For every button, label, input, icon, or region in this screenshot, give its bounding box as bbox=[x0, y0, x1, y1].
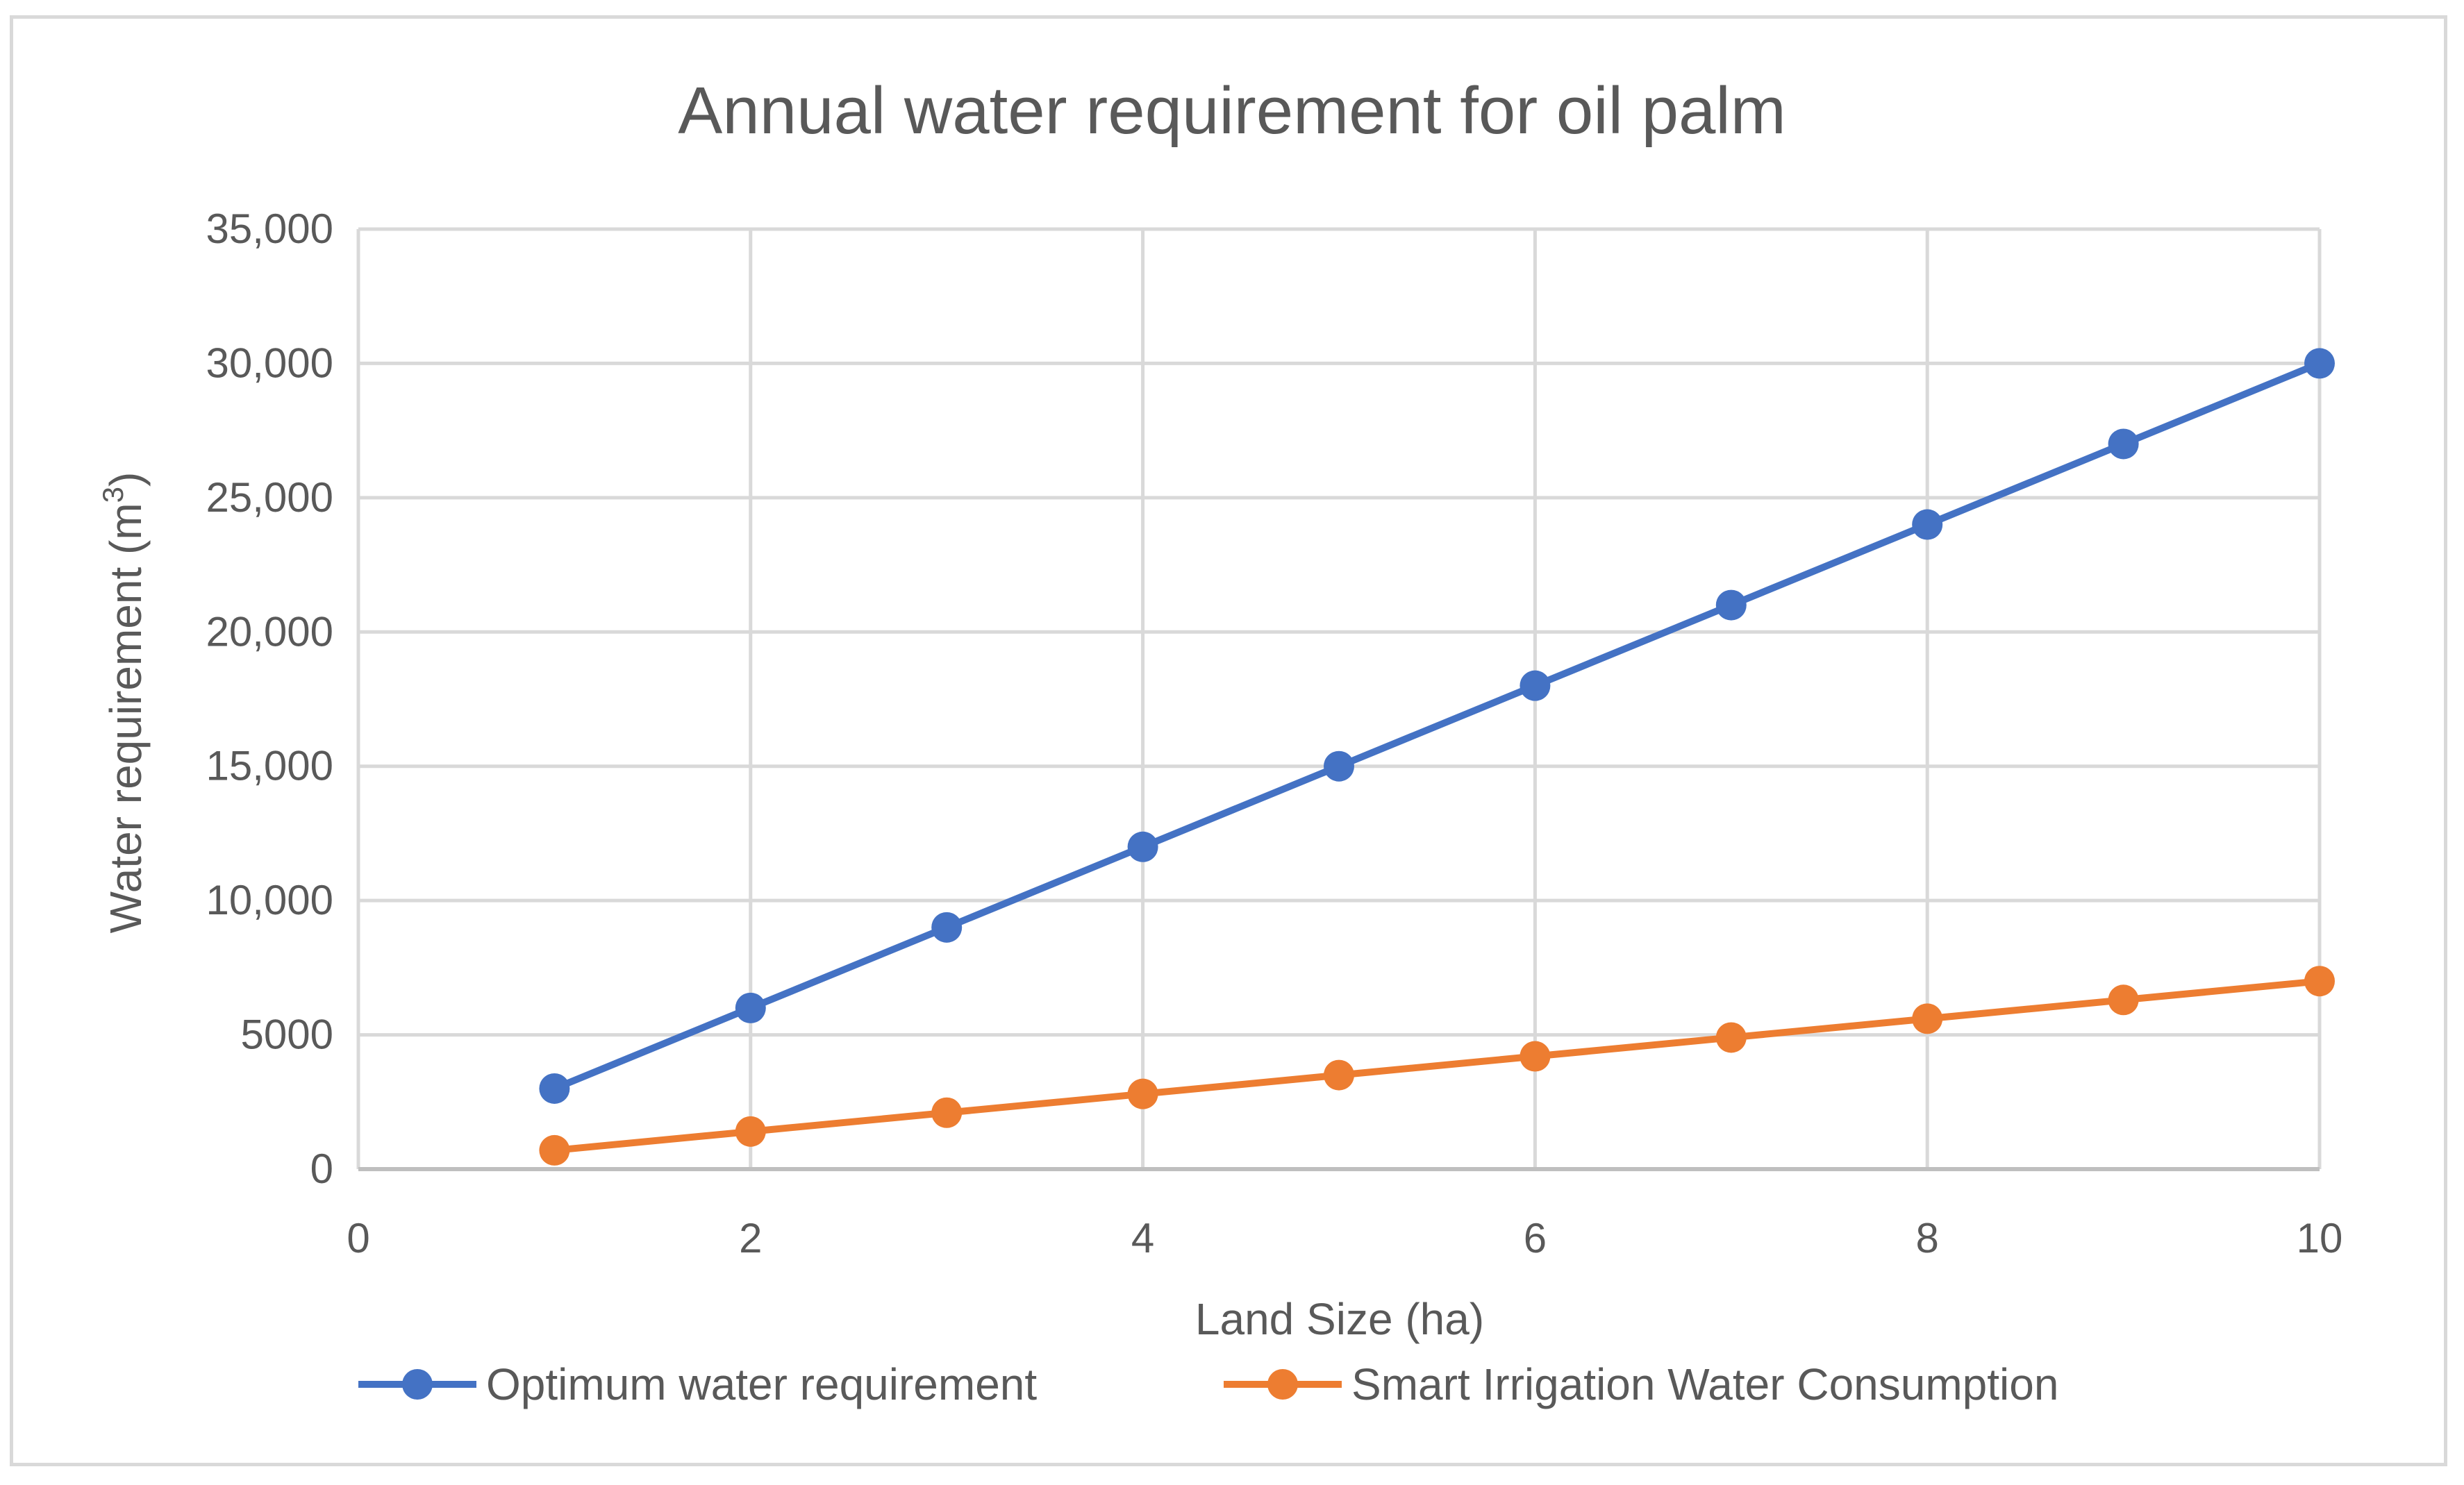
data-point bbox=[1912, 509, 1943, 540]
y-axis-label-close: ) bbox=[101, 472, 151, 487]
x-tick-label: 0 bbox=[347, 1215, 369, 1261]
data-point bbox=[539, 1134, 570, 1166]
series-line bbox=[553, 360, 2321, 1092]
y-tick-label: 25,000 bbox=[206, 474, 333, 521]
data-point bbox=[1324, 750, 1354, 782]
data-point bbox=[2108, 984, 2139, 1016]
data-point bbox=[2304, 348, 2335, 379]
y-axis-label-main: Water requirement (m bbox=[101, 503, 151, 933]
gridlines bbox=[356, 227, 2322, 1169]
y-tick-label: 20,000 bbox=[206, 608, 333, 655]
data-point bbox=[931, 1097, 963, 1128]
y-tick-label: 10,000 bbox=[206, 877, 333, 923]
legend-label: Optimum water requirement bbox=[486, 1359, 1037, 1409]
data-point bbox=[1324, 1059, 1354, 1091]
legend-marker bbox=[402, 1369, 433, 1400]
chart-frame bbox=[10, 15, 2447, 1466]
y-axis-ticks: 0 5000 10,000 15,000 20,000 25,000 30,000 35,00… bbox=[206, 205, 333, 1192]
y-tick-label: 5000 bbox=[241, 1012, 333, 1058]
legend-marker bbox=[1267, 1369, 1298, 1400]
data-point bbox=[1127, 831, 1158, 862]
data-point bbox=[1520, 1041, 1551, 1072]
x-axis-ticks: 0 2 4 6 8 10 bbox=[347, 1215, 2342, 1261]
data-point bbox=[539, 1073, 570, 1104]
data-point bbox=[1715, 1022, 1747, 1053]
legend-entry-2: Smart Irrigation Water Consumption bbox=[1224, 1359, 2058, 1409]
data-point bbox=[1127, 1078, 1158, 1109]
data-point bbox=[735, 992, 766, 1023]
y-tick-label: 30,000 bbox=[206, 339, 333, 386]
series-1 bbox=[539, 348, 2335, 1104]
series-layer bbox=[539, 348, 2335, 1166]
x-tick-label: 4 bbox=[1131, 1215, 1154, 1261]
data-point bbox=[1912, 1003, 1943, 1034]
legend-entry-1: Optimum water requirement bbox=[358, 1359, 1037, 1409]
data-point bbox=[735, 1116, 766, 1147]
x-tick-label: 10 bbox=[2297, 1215, 2343, 1261]
y-tick-label: 0 bbox=[310, 1146, 333, 1192]
chart-title: Annual water requirement for oil palm bbox=[678, 74, 1785, 148]
x-axis-label: Land Size (ha) bbox=[1195, 1294, 1484, 1344]
data-point bbox=[1520, 670, 1551, 701]
y-tick-label: 15,000 bbox=[206, 743, 333, 789]
data-point bbox=[2304, 966, 2335, 997]
y-tick-label: 35,000 bbox=[206, 205, 333, 252]
legend: Optimum water requirement Smart Irrigatio… bbox=[358, 1359, 2058, 1409]
data-point bbox=[2108, 428, 2139, 460]
data-point bbox=[1715, 589, 1747, 621]
x-tick-label: 2 bbox=[739, 1215, 762, 1261]
y-axis-label: Water requirement (m3) bbox=[97, 472, 151, 934]
y-axis-label-superscript: 3 bbox=[97, 487, 129, 503]
data-point bbox=[931, 912, 963, 943]
x-tick-label: 6 bbox=[1524, 1215, 1547, 1261]
x-tick-label: 8 bbox=[1916, 1215, 1939, 1261]
legend-label: Smart Irrigation Water Consumption bbox=[1351, 1359, 2058, 1409]
series-2 bbox=[539, 966, 2335, 1166]
series-line bbox=[553, 978, 2320, 1154]
